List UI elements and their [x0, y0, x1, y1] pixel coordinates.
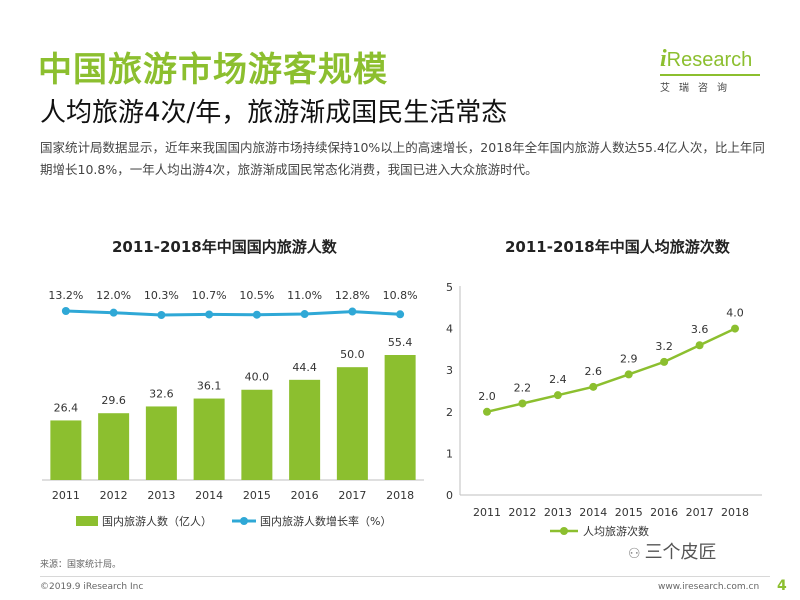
chart1-rate-point	[252, 310, 261, 319]
chart1-rate-point	[348, 307, 357, 316]
footer-divider	[40, 576, 770, 577]
chart2-title: 2011-2018年中国人均旅游次数	[505, 238, 730, 256]
chart1-legend-line-marker	[240, 517, 248, 525]
chart1-rate-point	[205, 310, 214, 319]
chart1-bar-label: 26.4	[54, 401, 79, 414]
logo-i: i	[660, 46, 667, 72]
chart1-rate-point	[157, 311, 166, 319]
chart1-x-tick: 2015	[243, 489, 271, 502]
chart2-x-tick: 2012	[508, 506, 536, 519]
chart1-rate-point	[109, 308, 118, 317]
chart1-rate-label: 13.2%	[48, 289, 83, 302]
chart1-rate-label: 10.7%	[192, 289, 227, 302]
logo-name: Research	[666, 49, 753, 71]
copyright: ©2019.9 iResearch Inc	[40, 582, 144, 592]
chart2-point-label: 2.2	[514, 381, 532, 394]
chart1-bar-label: 55.4	[388, 336, 413, 349]
chart1-bar	[241, 389, 273, 480]
chart1-bar-label: 29.6	[101, 394, 126, 407]
logo-underline	[660, 74, 760, 76]
chart1-bar-label: 32.6	[149, 387, 174, 400]
chart1-x-tick: 2013	[147, 489, 175, 502]
chart2-point-label: 2.0	[478, 390, 496, 403]
chart1-legend-bar-label: 国内旅游人数（亿人）	[102, 514, 212, 528]
chart2-y-tick: 1	[446, 447, 453, 460]
chart1-bar	[289, 379, 321, 480]
chart2-point-label: 3.6	[691, 323, 709, 336]
chart2-point-label: 3.2	[655, 340, 673, 353]
wechat-icon: ⚇	[628, 546, 641, 562]
chart1-bar	[384, 355, 416, 480]
chart2-point	[731, 324, 740, 333]
chart2-point	[483, 407, 491, 416]
chart2-point-label: 2.9	[620, 352, 638, 365]
logo-subtitle: 艾瑞咨询	[660, 83, 736, 94]
chart2-point	[624, 370, 633, 379]
page-description: 国家统计局数据显示，近年来我国国内旅游市场持续保持10%以上的高速增长，2018…	[40, 140, 765, 177]
chart1-bar	[193, 398, 225, 480]
chart1-rate-label: 10.3%	[144, 289, 179, 302]
chart1-x-tick: 2016	[291, 489, 319, 502]
chart1-rate-point	[300, 310, 309, 319]
chart1-legend-line-label: 国内旅游人数增长率（%）	[260, 514, 391, 528]
chart1-bar-label: 40.0	[245, 371, 270, 384]
chart1-bar	[98, 413, 130, 480]
chart2-x-tick: 2013	[544, 506, 572, 519]
chart2-x-tick: 2015	[615, 506, 643, 519]
chart2-x-tick: 2011	[473, 506, 501, 519]
chart1-bar	[336, 367, 368, 480]
chart2-point-label: 2.6	[585, 365, 603, 378]
wechat-watermark: ⚇ 三个皮匠	[628, 538, 717, 564]
chart2-point	[695, 341, 704, 350]
chart1-rate-label: 10.5%	[239, 289, 274, 302]
chart2-y-tick: 5	[446, 281, 453, 294]
chart2-x-tick: 2017	[686, 506, 714, 519]
chart2-legend-label: 人均旅游次数	[583, 524, 649, 538]
chart1-x-tick: 2014	[195, 489, 223, 502]
chart2-point-label: 4.0	[726, 307, 744, 320]
chart1-rate-label: 12.0%	[96, 289, 131, 302]
chart2-x-tick: 2018	[721, 506, 749, 519]
chart1-bar	[145, 406, 177, 480]
chart1-x-tick: 2011	[52, 489, 80, 502]
page-subtitle: 人均旅游4次/年，旅游渐成国民生活常态	[40, 98, 508, 128]
chart1-rate-label: 10.8%	[383, 289, 418, 302]
chart2-point-label: 2.4	[549, 373, 567, 386]
chart2-y-tick: 0	[446, 489, 453, 502]
chart2-y-tick: 2	[446, 406, 453, 419]
chart1-legend-bar-swatch	[76, 516, 98, 526]
chart2-y-tick: 3	[446, 364, 453, 377]
page-number: 4	[777, 578, 787, 594]
chart1-x-tick: 2017	[338, 489, 366, 502]
chart1-title: 2011-2018年中国国内旅游人数	[112, 238, 337, 256]
chart2-point	[553, 391, 562, 400]
chart1-x-tick: 2012	[100, 489, 128, 502]
chart2-line	[486, 327, 736, 414]
chart1-rate-line	[65, 309, 401, 317]
chart1-x-tick: 2018	[386, 489, 414, 502]
wechat-name: 三个皮匠	[644, 542, 717, 563]
source-note: 来源：国家统计局。	[40, 560, 122, 570]
chart1-bar-label: 36.1	[197, 380, 222, 393]
page-title: 中国旅游市场游客规模	[38, 50, 388, 90]
chart2-y-tick: 4	[446, 323, 453, 336]
chart2-point	[518, 399, 527, 408]
chart2-x-tick: 2016	[650, 506, 678, 519]
chart1-bar-label: 44.4	[292, 361, 317, 374]
chart2-point	[589, 382, 598, 391]
iresearch-logo: iResearch 艾瑞咨询	[660, 46, 768, 94]
footer-url: www.iresearch.com.cn	[658, 582, 760, 592]
chart1-bar-label: 50.0	[340, 348, 365, 361]
chart1-rate-point	[396, 310, 405, 319]
chart1-rate-label: 12.8%	[335, 289, 370, 302]
chart1-rate-label: 11.0%	[287, 289, 322, 302]
chart1-rate-point	[61, 307, 70, 315]
chart2-x-tick: 2014	[579, 506, 607, 519]
chart2-point	[660, 357, 669, 366]
chart1-bar	[50, 420, 82, 480]
chart2-legend-marker	[560, 527, 568, 535]
